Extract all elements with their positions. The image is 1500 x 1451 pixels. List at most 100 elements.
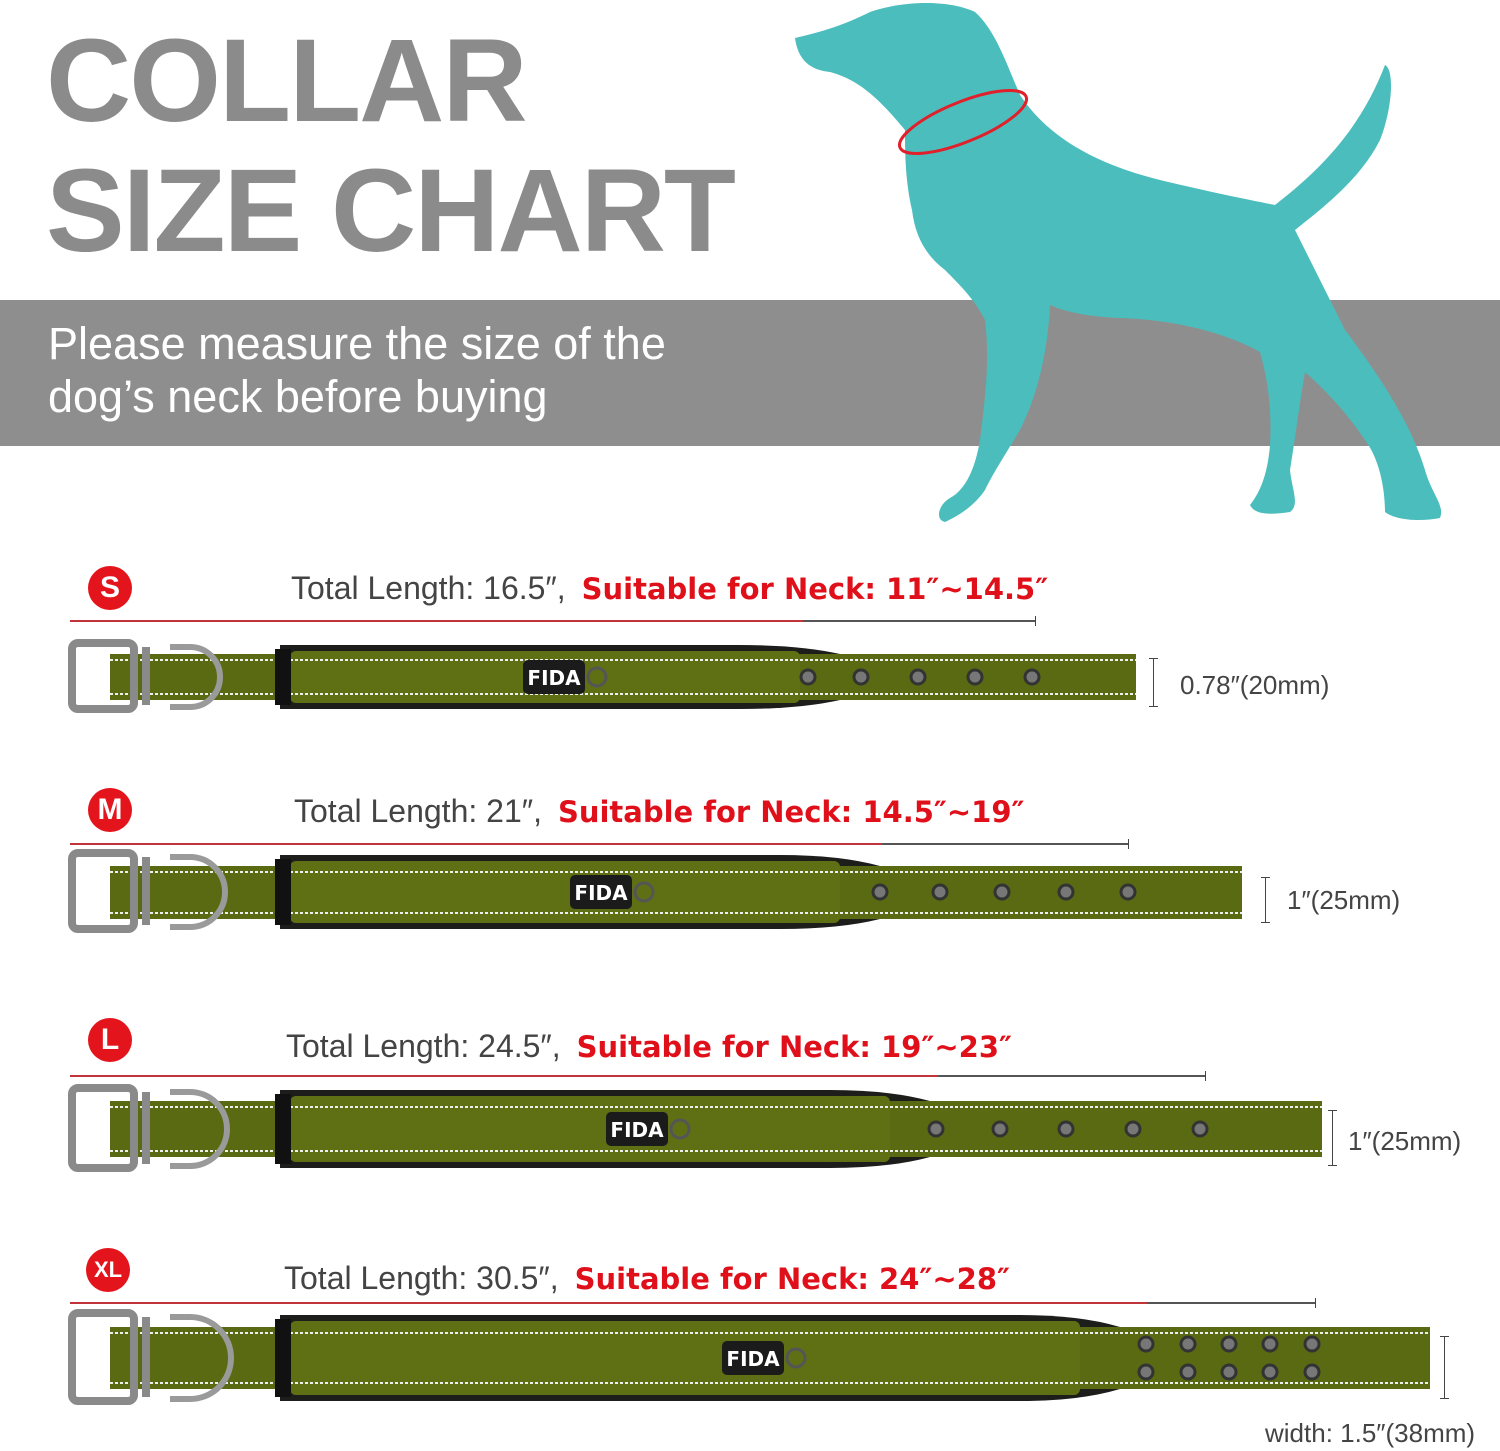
grommet (931, 883, 949, 901)
grommet (927, 1120, 945, 1138)
buckle-icon (68, 639, 138, 713)
total-length: Total Length: 21″, (294, 793, 542, 829)
grommet (909, 668, 927, 686)
collar-width: width: 1.5″(38mm) (1265, 1418, 1476, 1448)
rule-end-tick (1315, 1298, 1316, 1308)
collar-width: 1″(25mm) (1287, 885, 1401, 915)
grommet (1137, 1363, 1155, 1381)
grommet (1191, 1120, 1209, 1138)
buckle-bar (142, 1317, 150, 1397)
tag-ring (785, 1347, 807, 1369)
brand-tag (570, 875, 632, 909)
width-marker (1444, 1336, 1445, 1398)
rule-end-tick (1128, 839, 1129, 849)
total-length: Total Length: 24.5″, (286, 1028, 561, 1064)
size-badge-l: L (88, 1018, 132, 1062)
grommet (1261, 1363, 1279, 1381)
keeper-loop (275, 1094, 291, 1164)
total-length-rule (70, 843, 882, 845)
tag-ring (669, 1118, 691, 1140)
size-spec: Total Length: 21″, Suitable for Neck: 14.… (294, 793, 1025, 830)
size-spec: Total Length: 30.5″, Suitable for Neck: 2… (284, 1260, 1010, 1297)
grommet (991, 1120, 1009, 1138)
keeper-loop (275, 1319, 291, 1397)
width-marker-cap (1149, 706, 1158, 707)
buckle-bar (142, 1092, 150, 1164)
neck-range: Suitable for Neck: 19″~23″ (576, 1030, 1012, 1064)
size-badge-s: S (88, 566, 132, 610)
instruction-line-2: dog’s neck before buying (48, 371, 548, 422)
grommet (1220, 1363, 1238, 1381)
width-marker-cap (1261, 922, 1270, 923)
neck-range: Suitable for Neck: 14.5″~19″ (557, 795, 1025, 829)
padded-section (290, 1096, 890, 1162)
size-spec: Total Length: 24.5″, Suitable for Neck: 1… (286, 1028, 1012, 1065)
grommet (1303, 1335, 1321, 1353)
d-ring-icon (170, 1089, 230, 1169)
width-marker-cap (1149, 658, 1158, 659)
d-ring-icon (170, 1314, 234, 1402)
title-line-1: COLLAR (46, 15, 528, 147)
grommet (871, 883, 889, 901)
size-badge-m: M (88, 788, 132, 832)
grommet (1119, 883, 1137, 901)
d-ring-icon (170, 644, 223, 710)
neck-range: Suitable for Neck: 11″~14.5″ (581, 572, 1049, 606)
grommet (852, 668, 870, 686)
padded-section (290, 861, 840, 923)
grommet (1179, 1363, 1197, 1381)
grommet (1303, 1363, 1321, 1381)
adjustable-range-rule (803, 620, 1035, 622)
grommet (1023, 668, 1041, 686)
width-marker (1153, 658, 1154, 706)
brand-logo: FIDA (610, 1118, 664, 1142)
buckle-icon (68, 1084, 138, 1172)
buckle-bar (142, 857, 150, 925)
adjustable-range-rule (938, 1075, 1205, 1077)
rule-end-tick (1205, 1071, 1206, 1081)
total-length-rule (70, 620, 803, 622)
total-length: Total Length: 16.5″, (291, 570, 566, 606)
keeper-loop (275, 649, 291, 705)
brand-tag (523, 660, 585, 694)
grommet (966, 668, 984, 686)
tag-ring (586, 666, 608, 688)
width-marker-cap (1440, 1398, 1449, 1399)
size-spec: Total Length: 16.5″, Suitable for Neck: 1… (291, 570, 1048, 607)
grommet (993, 883, 1011, 901)
width-marker-cap (1328, 1110, 1337, 1111)
total-length-rule (70, 1302, 1147, 1304)
total-length: Total Length: 30.5″, (284, 1260, 559, 1296)
instruction-line-1: Please measure the size of the (48, 318, 666, 369)
buckle-icon (68, 1309, 138, 1405)
width-marker-cap (1328, 1165, 1337, 1166)
width-marker-cap (1261, 877, 1270, 878)
title-line-2: SIZE CHART (46, 145, 736, 277)
padded-section (290, 1321, 1080, 1395)
width-marker-cap (1440, 1336, 1449, 1337)
buckle-icon (68, 849, 138, 933)
brand-tag (722, 1341, 784, 1375)
grommet (1179, 1335, 1197, 1353)
grommet (1261, 1335, 1279, 1353)
tag-ring (633, 881, 655, 903)
width-marker (1265, 877, 1266, 922)
d-ring-icon (170, 854, 228, 930)
buckle-bar (142, 647, 150, 705)
adjustable-range-rule (882, 843, 1128, 845)
keeper-loop (275, 859, 291, 925)
neck-measure-ring (898, 88, 1028, 156)
brand-tag (606, 1112, 668, 1146)
grommet (1057, 883, 1075, 901)
brand-logo: FIDA (726, 1347, 780, 1371)
grommet (799, 668, 817, 686)
instruction-text: Please measure the size of the dog’s nec… (48, 317, 666, 423)
neck-range: Suitable for Neck: 24″~28″ (574, 1262, 1010, 1296)
width-marker (1332, 1110, 1333, 1165)
brand-logo: FIDA (527, 666, 581, 690)
size-badge-xl: XL (86, 1248, 130, 1292)
